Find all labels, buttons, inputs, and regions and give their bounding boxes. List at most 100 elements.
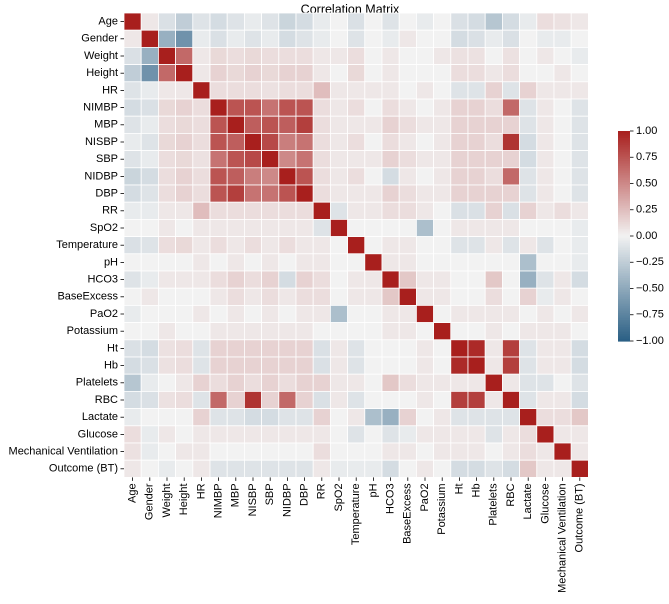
heatmap-cell-ph-hr [192, 253, 211, 272]
heatmap-cell-gender-hr [192, 29, 211, 48]
heatmap-cell-weight-nidbp [278, 47, 297, 66]
heatmap-cell-rr-mechanical-ventilation [553, 201, 572, 220]
heatmap-cell-gender-baseexcess [398, 29, 417, 48]
colorbar-segment [618, 299, 630, 302]
heatmap-cell-age-baseexcess [398, 12, 417, 31]
heatmap-cell-hco3-outcome-bt [570, 270, 589, 289]
heatmap-cell-baseexcess-ph [364, 287, 383, 306]
heatmap-cell-platelets-baseexcess [398, 373, 417, 392]
heatmap-cell-mechanical-ventilation-nidbp [278, 442, 297, 461]
heatmap-cell-hb-nidbp [278, 356, 297, 375]
colorbar-segment [618, 262, 630, 265]
heatmap-cell-rr-ph [364, 201, 383, 220]
heatmap-cell-ph-rbc [501, 253, 520, 272]
y-tick-label-pao2: PaO2 [90, 308, 118, 320]
heatmap-cell-platelets-height [175, 373, 194, 392]
colorbar-segment [618, 248, 630, 251]
colorbar-segment [618, 306, 630, 309]
colorbar-segment [618, 215, 630, 218]
heatmap-cell-sbp-mechanical-ventilation [553, 150, 572, 169]
heatmap-cell-outcome-bt-ht [450, 459, 469, 478]
heatmap-cell-potassium-nidbp [278, 322, 297, 341]
heatmap-cell-ht-nimbp [209, 339, 228, 358]
heatmap-cell-height-platelets [484, 64, 503, 83]
heatmap-cell-age-hco3 [381, 12, 400, 31]
x-tick-label-age: Age [127, 483, 139, 503]
heatmap-cell-hb-lactate [519, 356, 538, 375]
heatmap-cell-glucose-nisbp [243, 425, 262, 444]
y-tick-label-potassium: Potassium [67, 325, 118, 337]
heatmap-cell-sbp-nimbp [209, 150, 228, 169]
heatmap-cell-gender-lactate [519, 29, 538, 48]
heatmap-cell-hco3-lactate [519, 270, 538, 289]
heatmap-cell-hr-potassium [433, 81, 452, 100]
heatmap-cell-potassium-outcome-bt [570, 322, 589, 341]
heatmap-cell-gender-nimbp [209, 29, 228, 48]
heatmap-cell-height-ht [450, 64, 469, 83]
heatmap-cell-hb-potassium [433, 356, 452, 375]
heatmap-cell-mbp-hco3 [381, 115, 400, 134]
heatmap-cell-hb-baseexcess [398, 356, 417, 375]
heatmap-cell-dbp-spo2 [329, 184, 348, 203]
heatmap-cell-lactate-hb [467, 408, 486, 427]
heatmap-cell-nidbp-height [175, 167, 194, 186]
heatmap-cell-nidbp-sbp [261, 167, 280, 186]
colorbar-segment [618, 237, 630, 241]
heatmap-cell-hco3-glucose [536, 270, 555, 289]
heatmap-cell-rr-pao2 [415, 201, 434, 220]
heatmap-cell-nisbp-sbp [261, 132, 280, 151]
heatmap-cell-gender-nidbp [278, 29, 297, 48]
heatmap-cell-hr-glucose [536, 81, 555, 100]
heatmap-cell-ht-dbp [295, 339, 314, 358]
heatmap-cell-baseexcess-dbp [295, 287, 314, 306]
colorbar-segment [618, 204, 630, 207]
colorbar-segment [618, 159, 630, 162]
heatmap-cell-hb-weight [157, 356, 176, 375]
y-tick-label-mbp: MBP [94, 119, 118, 131]
heatmap-cell-ht-baseexcess [398, 339, 417, 358]
colorbar-segment [618, 239, 630, 242]
colorbar-segment [618, 321, 630, 325]
heatmap-cell-ph-rr [312, 253, 331, 272]
colorbar-segment [618, 314, 630, 318]
heatmap-cell-ph-outcome-bt [570, 253, 589, 272]
colorbar-segment [618, 328, 630, 332]
heatmap-cell-ht-outcome-bt [570, 339, 589, 358]
heatmap-cell-rr-temperature [347, 201, 366, 220]
heatmap-cell-nimbp-age [123, 98, 142, 117]
heatmap-cell-mbp-temperature [347, 115, 366, 134]
heatmap-cell-pao2-ht [450, 304, 469, 323]
heatmap-cell-platelets-ht [450, 373, 469, 392]
colorbar-segment [618, 187, 630, 190]
heatmap-cell-sbp-sbp [261, 150, 280, 169]
heatmap-cell-nisbp-rr [312, 132, 331, 151]
heatmap-cell-mbp-spo2 [329, 115, 348, 134]
colorbar-tick-label: 1.00 [636, 125, 657, 137]
heatmap-cell-rr-sbp [261, 201, 280, 220]
heatmap-cell-gender-rbc [501, 29, 520, 48]
heatmap-cell-temperature-potassium [433, 236, 452, 255]
heatmap-cell-glucose-nidbp [278, 425, 297, 444]
heatmap-cell-nisbp-pao2 [415, 132, 434, 151]
heatmap-cell-dbp-glucose [536, 184, 555, 203]
heatmap-cell-pao2-outcome-bt [570, 304, 589, 323]
colorbar-segment [618, 265, 630, 269]
heatmap-cell-baseexcess-gender [140, 287, 159, 306]
heatmap-cell-potassium-weight [157, 322, 176, 341]
heatmap-cell-dbp-sbp [261, 184, 280, 203]
heatmap-cell-glucose-gender [140, 425, 159, 444]
heatmap-cell-temperature-nisbp [243, 236, 262, 255]
heatmap-cell-gender-potassium [433, 29, 452, 48]
heatmap-cell-nidbp-mechanical-ventilation [553, 167, 572, 186]
heatmap-cell-potassium-baseexcess [398, 322, 417, 341]
heatmap-cell-mechanical-ventilation-platelets [484, 442, 503, 461]
heatmap-cell-glucose-mbp [226, 425, 245, 444]
heatmap-cell-spo2-sbp [261, 218, 280, 237]
colorbar-segment [618, 297, 630, 300]
colorbar-segment [618, 241, 630, 244]
heatmap-cell-rbc-sbp [261, 390, 280, 409]
heatmap-cell-rbc-mbp [226, 390, 245, 409]
heatmap-cell-spo2-pao2 [415, 218, 434, 237]
heatmap-cell-baseexcess-potassium [433, 287, 452, 306]
y-tick-label-ht: Ht [107, 342, 118, 354]
